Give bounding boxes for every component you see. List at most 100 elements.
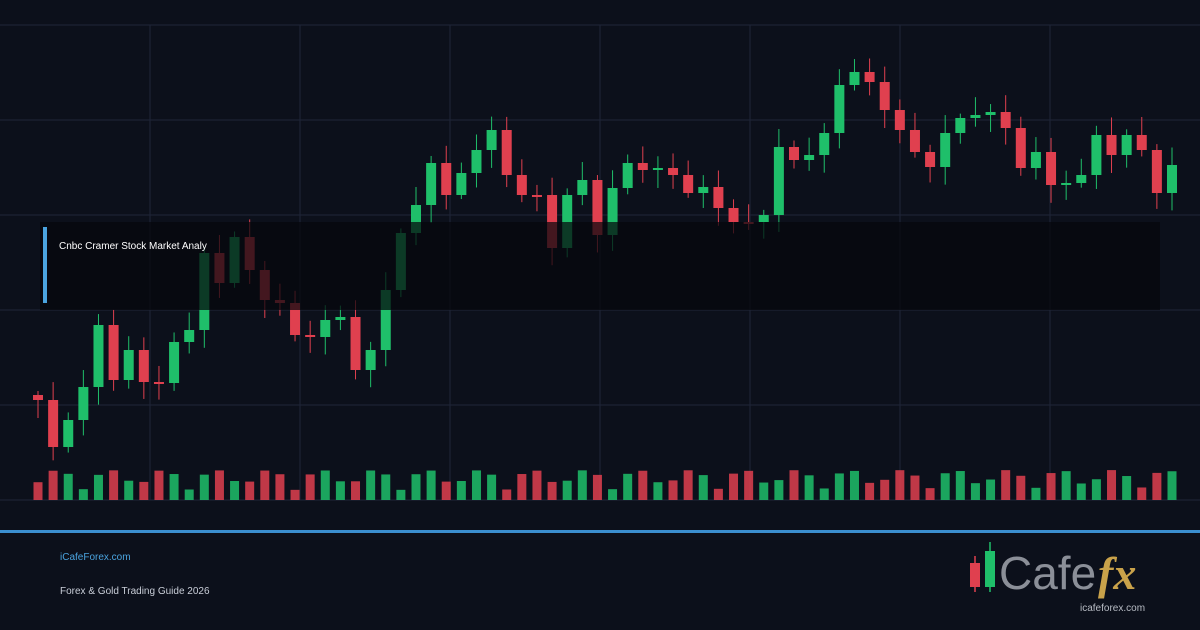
volume-bar <box>592 474 602 500</box>
volume-bar <box>335 481 345 500</box>
candle-body <box>652 168 663 170</box>
candle-body <box>683 175 694 193</box>
volume-bar <box>502 489 512 500</box>
volume-bar <box>1167 471 1177 500</box>
volume-bar <box>154 470 164 500</box>
candle-body <box>290 303 301 335</box>
volume-bar <box>381 474 391 500</box>
logo-url: icafeforex.com <box>1080 603 1145 614</box>
volume-bar <box>910 475 920 500</box>
candle-body <box>728 208 739 222</box>
volume-bar <box>1107 470 1117 500</box>
candle-body <box>698 187 709 193</box>
volume-bar <box>532 470 542 500</box>
candle-body <box>1151 150 1162 193</box>
volume-bar <box>744 470 754 500</box>
volume-bar <box>577 470 587 500</box>
candle-body <box>531 195 542 197</box>
candle-body <box>320 320 331 337</box>
candle-body <box>849 72 860 85</box>
candle-body <box>1000 112 1011 128</box>
title-box <box>40 222 1160 310</box>
volume-bar <box>547 481 557 500</box>
volume-bar <box>124 480 134 500</box>
candle-body <box>305 335 316 337</box>
volume-bar <box>260 470 270 500</box>
volume-bar <box>351 481 361 500</box>
volume-bar <box>880 479 890 500</box>
candle-body <box>1061 183 1072 185</box>
candle-body <box>48 400 59 447</box>
volume-bar <box>78 489 88 500</box>
candle-body <box>184 330 195 342</box>
candle-body <box>592 180 603 235</box>
volume-bar <box>562 480 572 500</box>
candle-body <box>78 387 89 420</box>
candle-body <box>411 205 421 233</box>
candle-body <box>380 290 391 350</box>
candle-body <box>1121 135 1132 155</box>
candle-body <box>622 163 633 188</box>
volume-bar <box>683 470 693 500</box>
candle-body <box>426 163 437 205</box>
logo: Cafe fx icafeforex.com <box>970 542 1145 614</box>
volume-bar <box>849 470 859 500</box>
candle-body <box>713 187 724 208</box>
candle-body <box>441 163 452 195</box>
site-link: iCafeForex.com <box>60 552 131 563</box>
volume-bar <box>214 470 224 500</box>
logo-word: Cafe <box>999 547 1096 599</box>
volume-bar <box>1016 475 1026 500</box>
volume-bar <box>638 470 648 500</box>
candle-body <box>1076 175 1087 183</box>
candle-body <box>985 112 996 115</box>
volume-bar <box>245 481 255 500</box>
candle-body <box>1046 152 1057 185</box>
candle-body <box>879 82 890 110</box>
volume-bar <box>729 473 739 500</box>
volume-bar <box>426 470 436 500</box>
volume-bar <box>139 481 149 500</box>
candle-body <box>1091 135 1102 175</box>
candle-body <box>335 317 346 320</box>
candle-body <box>773 147 784 215</box>
volume-bar <box>517 474 527 500</box>
candle-body <box>169 342 180 383</box>
volume-bar <box>411 474 421 500</box>
candle-body <box>637 163 648 170</box>
volume-bar <box>608 489 618 500</box>
volume-bar <box>789 470 799 500</box>
volume-bar <box>834 473 844 500</box>
candle-body <box>138 350 149 382</box>
candle-body <box>970 115 981 118</box>
candle-body <box>562 195 573 248</box>
volume-bar <box>441 481 451 500</box>
candle-body <box>471 150 482 173</box>
volume-bar <box>63 473 73 500</box>
candle-body <box>501 130 512 175</box>
volume-bar <box>774 480 784 500</box>
candle-body <box>33 395 43 400</box>
volume-bar <box>955 471 965 500</box>
volume-bar <box>456 480 466 500</box>
title-accent <box>43 227 47 303</box>
volume-bar <box>1031 487 1041 500</box>
volume-bar <box>48 470 58 500</box>
volume-bar <box>320 470 330 500</box>
candle-body <box>1015 128 1026 168</box>
logo-icon <box>985 551 995 587</box>
subtitle: Forex & Gold Trading Guide 2026 <box>60 586 210 597</box>
volume-bar <box>290 489 300 500</box>
candle-body <box>486 130 497 150</box>
volume-bar <box>169 474 179 500</box>
title: Cnbc Cramer Stock Market Analy <box>59 241 207 252</box>
volume-bar <box>668 480 678 500</box>
candle-body <box>925 152 936 167</box>
volume-bar <box>970 483 980 500</box>
logo-icon <box>970 563 980 587</box>
volume-bar <box>1061 471 1071 500</box>
candle-body <box>350 317 361 370</box>
volume-bar <box>33 482 43 500</box>
volume-bar <box>940 473 950 500</box>
volume-bar <box>865 482 875 500</box>
